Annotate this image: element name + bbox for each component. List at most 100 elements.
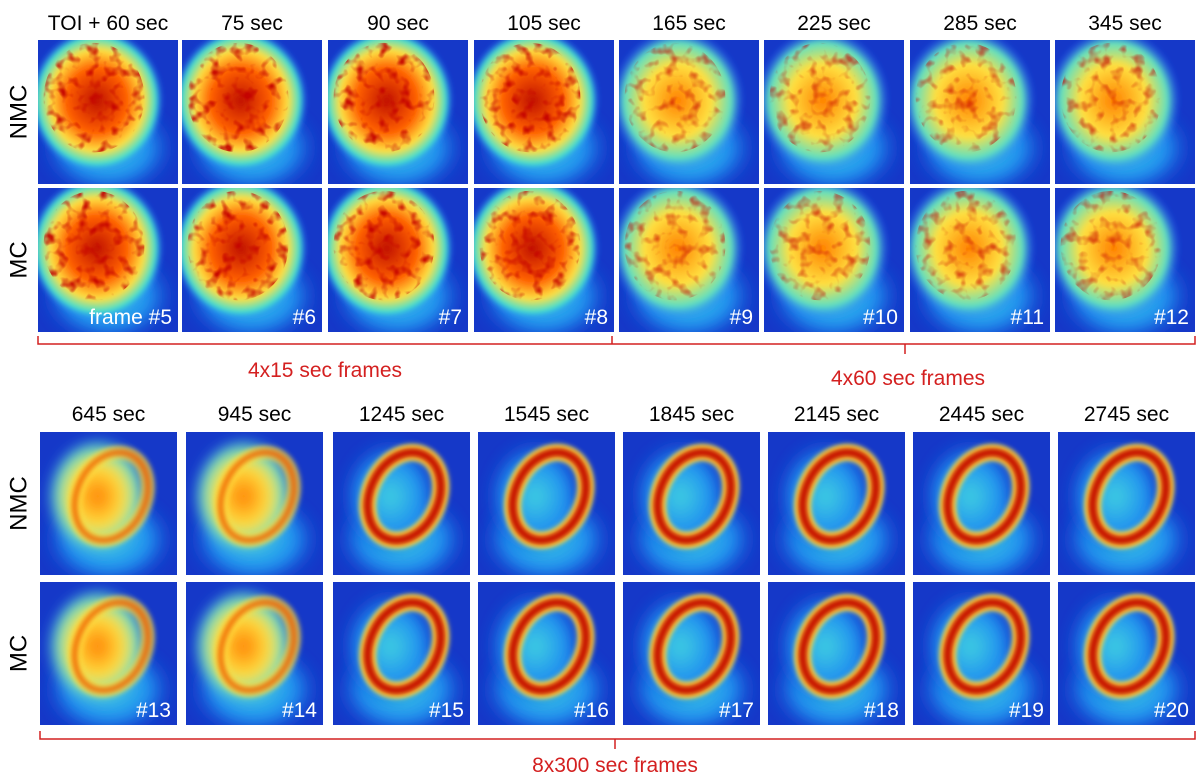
image-tile [328,40,468,184]
row-label: NMC [5,85,32,140]
tile-content [913,432,1050,575]
image-tile [182,40,322,184]
tile-speckle [769,42,871,153]
bracket-bottom [39,731,1196,749]
tile-content [186,432,323,575]
tile-content [619,188,759,332]
bracket-label: 4x15 sec frames [248,359,402,382]
tile-speckle [43,190,145,301]
tile-speckle [769,190,871,301]
image-tile [1055,40,1195,184]
bracket-top [37,336,1196,354]
frame-label: #8 [585,306,608,329]
frame-label: #12 [1154,306,1189,329]
column-header: 645 sec [72,403,146,426]
tile-content [1055,188,1195,332]
tile-speckle [479,190,581,301]
tile-speckle [187,42,289,153]
image-tile [623,582,760,725]
column-header: 1245 sec [359,403,444,426]
image-tile [1055,188,1195,332]
row-label: MC [5,241,32,278]
tile-content [764,40,904,184]
image-tile [333,582,470,725]
tile-content [182,188,322,332]
tile-content [910,188,1050,332]
image-tile [768,432,905,575]
frame-label: #11 [1011,306,1044,329]
image-tile [474,188,614,332]
column-header: 2745 sec [1084,403,1169,426]
tile-content [910,40,1050,184]
frame-label: #14 [282,699,317,722]
column-header: 75 sec [221,12,283,35]
tile-content [38,188,178,332]
tile-speckle [333,190,435,301]
tile-ring [1088,597,1171,695]
column-header: 285 sec [943,12,1017,35]
image-tile [768,582,905,725]
tile-content [1058,582,1195,725]
column-header: 105 sec [507,12,581,35]
column-header: 90 sec [367,12,429,35]
tile-content [328,40,468,184]
frame-label: #13 [136,699,171,722]
tile-content [623,432,760,575]
tile-content [474,188,614,332]
row-label: NMC [5,476,32,531]
image-tile [40,582,177,725]
image-tile [913,582,1050,725]
frame-label: #19 [1009,699,1044,722]
frame-label: frame #5 [89,306,172,329]
frame-label: #10 [863,306,898,329]
column-header: 1845 sec [649,403,734,426]
tile-ring [943,597,1026,695]
tile-ring [217,449,297,544]
tile-content [38,40,178,184]
image-tile [1058,582,1195,725]
tile-content [478,432,615,575]
tile-content [333,432,470,575]
column-header: 225 sec [797,12,871,35]
bracket-label: 4x60 sec frames [831,367,985,390]
tile-content [764,188,904,332]
tile-ring [508,597,591,695]
tile-content [186,582,323,725]
tile-ring [653,597,736,695]
tile-speckle [479,42,581,153]
brackets [37,336,1196,749]
tile-speckle [1060,190,1162,301]
tile-ring [363,597,446,695]
column-header: 2145 sec [794,403,879,426]
image-tile [619,188,759,332]
tile-ring [71,449,151,544]
image-tile [764,40,904,184]
tile-speckle [915,42,1017,153]
tile-speckle [187,190,289,301]
tile-ring [71,599,151,694]
frame-label: #16 [574,699,609,722]
tile-content [1058,432,1195,575]
image-tile [623,432,760,575]
image-tile [328,188,468,332]
tile-ring [653,447,736,545]
tile-speckle [624,42,726,153]
image-tile [333,432,470,575]
tile-content [474,40,614,184]
tile-content [619,40,759,184]
tile-speckle [915,190,1017,301]
column-header: 2445 sec [939,403,1024,426]
tile-speckle [1060,42,1162,153]
image-tile [764,188,904,332]
tile-ring [1088,447,1171,545]
image-tile [1058,432,1195,575]
image-tile [474,40,614,184]
image-tile [186,432,323,575]
column-header: 345 sec [1088,12,1162,35]
tile-ring [217,599,297,694]
tile-ring [508,447,591,545]
frame-label: #9 [730,306,753,329]
frame-label: #20 [1154,699,1189,722]
image-tile [186,582,323,725]
